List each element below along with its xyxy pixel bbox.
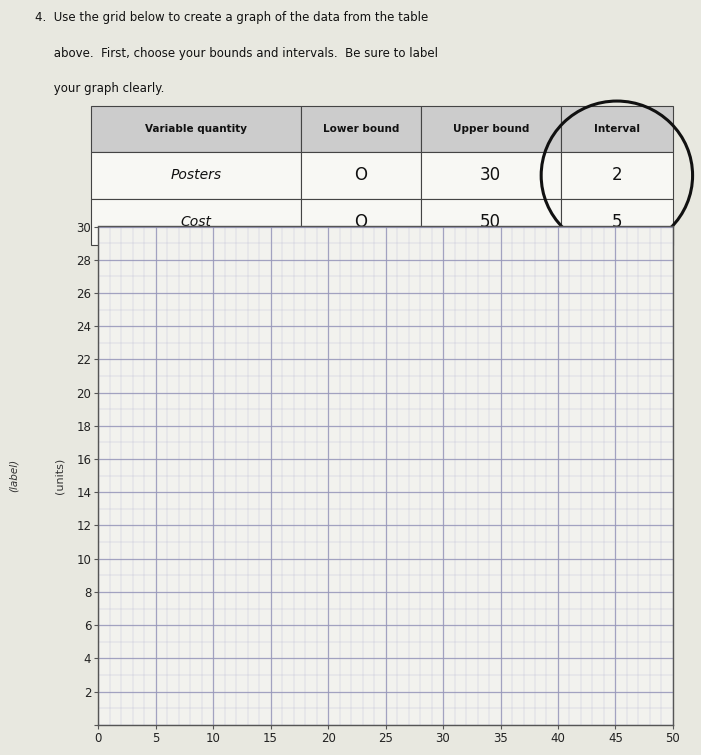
FancyBboxPatch shape [301, 106, 421, 153]
Text: Upper bound: Upper bound [453, 124, 529, 134]
FancyBboxPatch shape [421, 106, 561, 153]
Text: (label): (label) [9, 459, 19, 492]
FancyBboxPatch shape [301, 153, 421, 199]
Text: above.  First, choose your bounds and intervals.  Be sure to label: above. First, choose your bounds and int… [35, 47, 438, 60]
FancyBboxPatch shape [91, 106, 301, 153]
Text: 4.  Use the grid below to create a graph of the data from the table: 4. Use the grid below to create a graph … [35, 11, 428, 23]
FancyBboxPatch shape [561, 153, 673, 199]
Text: (units): (units) [55, 458, 64, 494]
Text: your graph clearly.: your graph clearly. [35, 82, 165, 95]
Text: O: O [355, 166, 367, 184]
FancyBboxPatch shape [561, 106, 673, 153]
FancyBboxPatch shape [421, 199, 561, 245]
Text: O: O [355, 213, 367, 231]
Text: Variable quantity: Variable quantity [145, 124, 247, 134]
FancyBboxPatch shape [301, 199, 421, 245]
Text: Posters: Posters [171, 168, 222, 183]
FancyBboxPatch shape [561, 199, 673, 245]
FancyBboxPatch shape [91, 199, 301, 245]
Text: 30: 30 [480, 166, 501, 184]
FancyBboxPatch shape [421, 153, 561, 199]
Text: Interval: Interval [594, 124, 640, 134]
Text: Lower bound: Lower bound [323, 124, 399, 134]
Text: 2: 2 [611, 166, 622, 184]
Text: 5: 5 [612, 213, 622, 231]
Text: 50: 50 [480, 213, 501, 231]
Text: Cost: Cost [181, 215, 212, 229]
FancyBboxPatch shape [91, 153, 301, 199]
